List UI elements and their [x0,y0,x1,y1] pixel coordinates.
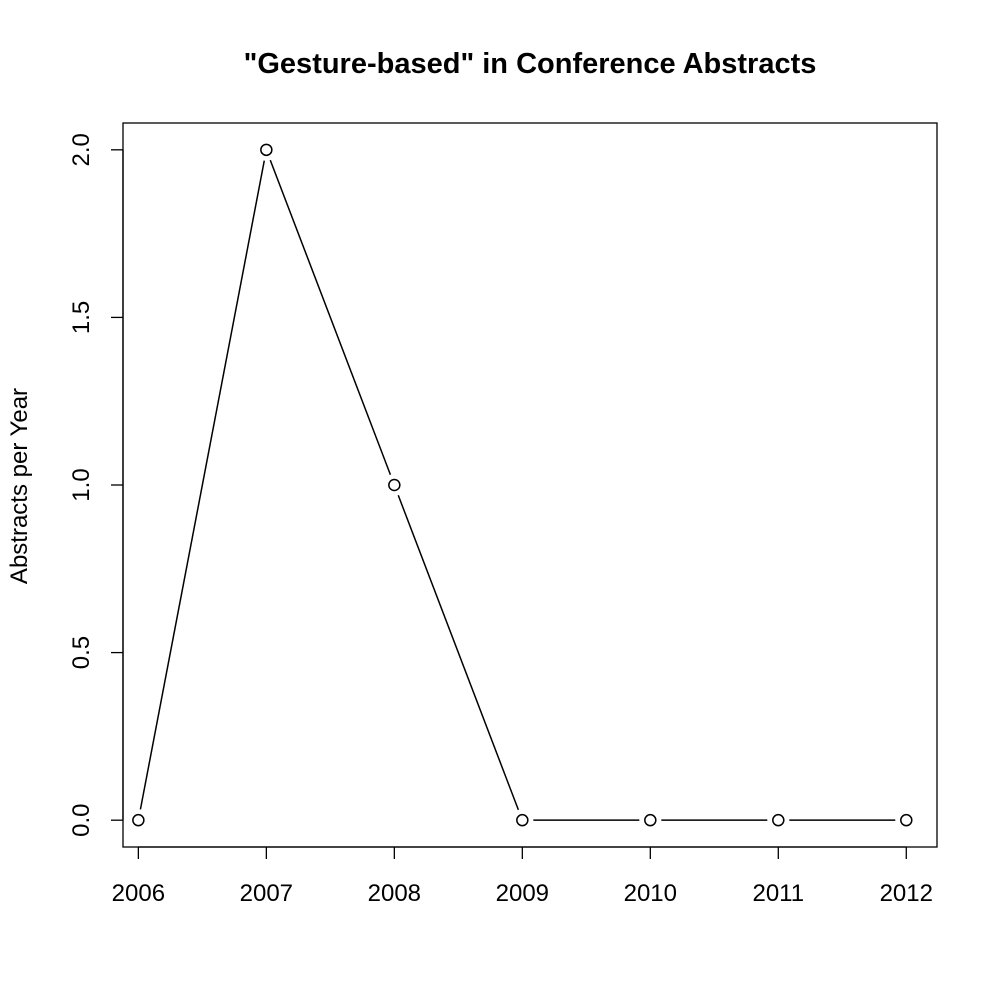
x-tick-label: 2012 [880,880,933,907]
series-points [132,143,913,827]
x-tick-label: 2007 [240,880,293,907]
y-axis-label: Abstracts per Year [6,388,33,584]
x-axis: 2006 2007 2008 2009 2010 2011 2012 [112,846,933,907]
chart-title: "Gesture-based" in Conference Abstracts [244,48,817,80]
data-point [900,813,913,827]
series-line [139,159,896,821]
y-tick-label: 0.0 [68,803,95,836]
data-point [516,813,529,827]
y-tick-label: 0.5 [68,636,95,669]
data-point [388,478,401,492]
series-segment [139,160,266,810]
data-point [772,813,785,827]
y-axis: 0.0 0.5 1.0 1.5 2.0 [68,133,124,837]
data-point [644,813,657,827]
y-tick-label: 2.0 [68,133,95,166]
data-point [132,813,145,827]
x-tick-label: 2009 [496,880,549,907]
x-tick-label: 2011 [752,880,804,907]
series-segment [397,495,520,811]
y-tick-label: 1.0 [68,468,95,501]
x-tick-label: 2006 [112,880,165,907]
series-segment [269,159,392,475]
x-tick-label: 2008 [368,880,421,907]
plot-area-border [122,122,938,848]
x-tick-label: 2010 [624,880,677,907]
y-tick-label: 1.5 [68,301,95,334]
data-point [260,143,273,157]
